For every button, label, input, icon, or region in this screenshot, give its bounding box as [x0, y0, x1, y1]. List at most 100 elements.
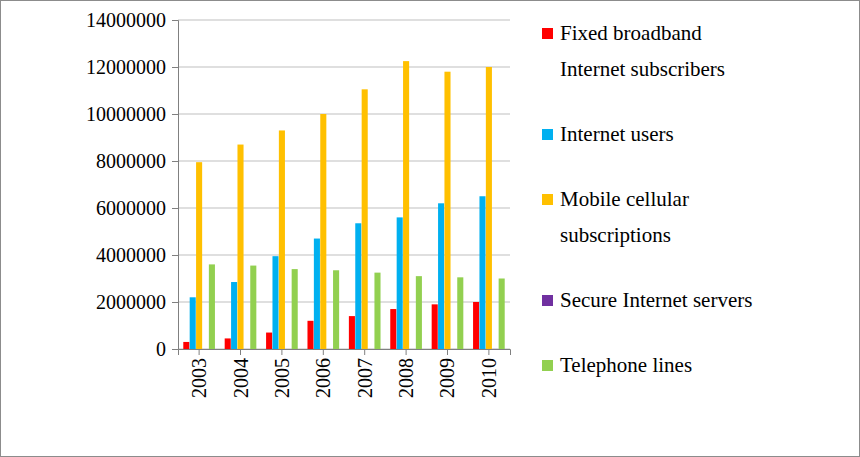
x-tick-mark [447, 349, 448, 355]
bar [473, 302, 479, 349]
legend-entry: Internet users [542, 122, 674, 146]
legend-label: Telephone lines [560, 353, 692, 377]
y-tick-label: 4000000 [96, 244, 166, 266]
bar [368, 348, 374, 349]
chart: 0200000040000006000000800000010000000120… [0, 0, 860, 457]
bar [362, 89, 368, 349]
bar [272, 256, 278, 349]
bar [266, 333, 272, 349]
y-tick-mark [172, 161, 178, 162]
x-tick-label: 2005 [271, 358, 293, 398]
x-tick-label: 2004 [230, 358, 252, 398]
legend-swatch [542, 360, 553, 371]
x-tick: 2005 [271, 349, 293, 398]
y-tick-mark [172, 114, 178, 115]
bar [479, 196, 485, 349]
x-tick-mark [281, 349, 282, 355]
bar [374, 273, 380, 349]
bar [390, 309, 396, 349]
x-tick: 2004 [230, 349, 252, 398]
x-tick-label: 2009 [436, 358, 458, 398]
y-tick-mark [172, 208, 178, 209]
x-tick: 2007 [354, 349, 376, 398]
x-tick-label: 2006 [312, 358, 334, 398]
bar [397, 217, 403, 349]
y-tick: 6000000 [96, 197, 178, 219]
bar [457, 277, 463, 349]
bar [432, 304, 438, 349]
x-tick: 2008 [395, 349, 417, 398]
y-tick: 8000000 [96, 150, 178, 172]
y-tick-label: 10000000 [86, 103, 166, 125]
y-tick-mark [172, 20, 178, 21]
x-tick-label: 2003 [188, 358, 210, 398]
legend-label: Secure Internet servers [560, 288, 752, 312]
bar [438, 203, 444, 349]
grid-line [178, 20, 510, 21]
y-tick-label: 14000000 [86, 9, 166, 31]
y-tick-mark [172, 302, 178, 303]
bar [403, 61, 409, 349]
x-tick-mark [323, 349, 324, 355]
x-tick-mark [406, 349, 407, 355]
x-tick: 2006 [312, 349, 334, 398]
bar [327, 348, 333, 349]
bar [416, 276, 422, 349]
bar [202, 348, 208, 349]
y-tick: 12000000 [86, 56, 178, 78]
bar [499, 279, 505, 350]
bar [285, 348, 291, 349]
chart-frame [1, 1, 860, 457]
legend-swatch [542, 194, 553, 205]
legend: Fixed broadbandInternet subscribers Inter… [542, 21, 752, 377]
bar [486, 67, 492, 349]
y-axis-line [172, 21, 179, 350]
y-tick-label: 8000000 [96, 150, 166, 172]
bar [409, 348, 415, 349]
y-tick-mark [172, 255, 178, 256]
x-tick-mark [488, 349, 489, 355]
grid-line [178, 208, 510, 209]
bar [209, 264, 215, 349]
legend-entry: Fixed broadbandInternet subscribers [542, 21, 725, 81]
legend-label: Internet users [560, 122, 674, 146]
bar [444, 72, 450, 349]
legend-swatch [542, 28, 553, 39]
legend-entry: Telephone lines [542, 353, 692, 377]
bar [355, 223, 361, 349]
bar [225, 338, 231, 349]
y-tick: 10000000 [86, 103, 178, 125]
bar [451, 348, 457, 349]
y-tick-label: 6000000 [96, 197, 166, 219]
y-tick-label: 12000000 [86, 56, 166, 78]
legend-entry: Secure Internet servers [542, 288, 752, 312]
bar [492, 348, 498, 349]
y-tick-mark [172, 349, 178, 350]
bar [279, 130, 285, 349]
grid-line [178, 255, 510, 256]
y-tick-mark [172, 67, 178, 68]
x-tick: 2009 [436, 349, 458, 398]
grid [178, 20, 510, 349]
x-tick-mark [240, 349, 241, 355]
x-tick: 2010 [478, 349, 500, 398]
x-tick-label: 2010 [478, 358, 500, 398]
bar [250, 266, 256, 349]
x-tick-label: 2007 [354, 358, 376, 398]
y-tick-label: 2000000 [96, 291, 166, 313]
x-axis-line [179, 350, 511, 356]
legend-label: Fixed broadbandInternet subscribers [560, 21, 725, 81]
bar [307, 321, 313, 349]
x-tick-mark [364, 349, 365, 355]
bar [237, 145, 243, 349]
bar [244, 348, 250, 349]
bar [196, 162, 202, 349]
bar [231, 282, 237, 349]
legend-swatch [542, 295, 553, 306]
bar [190, 297, 196, 349]
y-tick: 4000000 [96, 244, 178, 266]
bar [333, 270, 339, 349]
x-tick-mark [199, 349, 200, 355]
x-tick: 2003 [188, 349, 210, 398]
bar [292, 269, 298, 349]
